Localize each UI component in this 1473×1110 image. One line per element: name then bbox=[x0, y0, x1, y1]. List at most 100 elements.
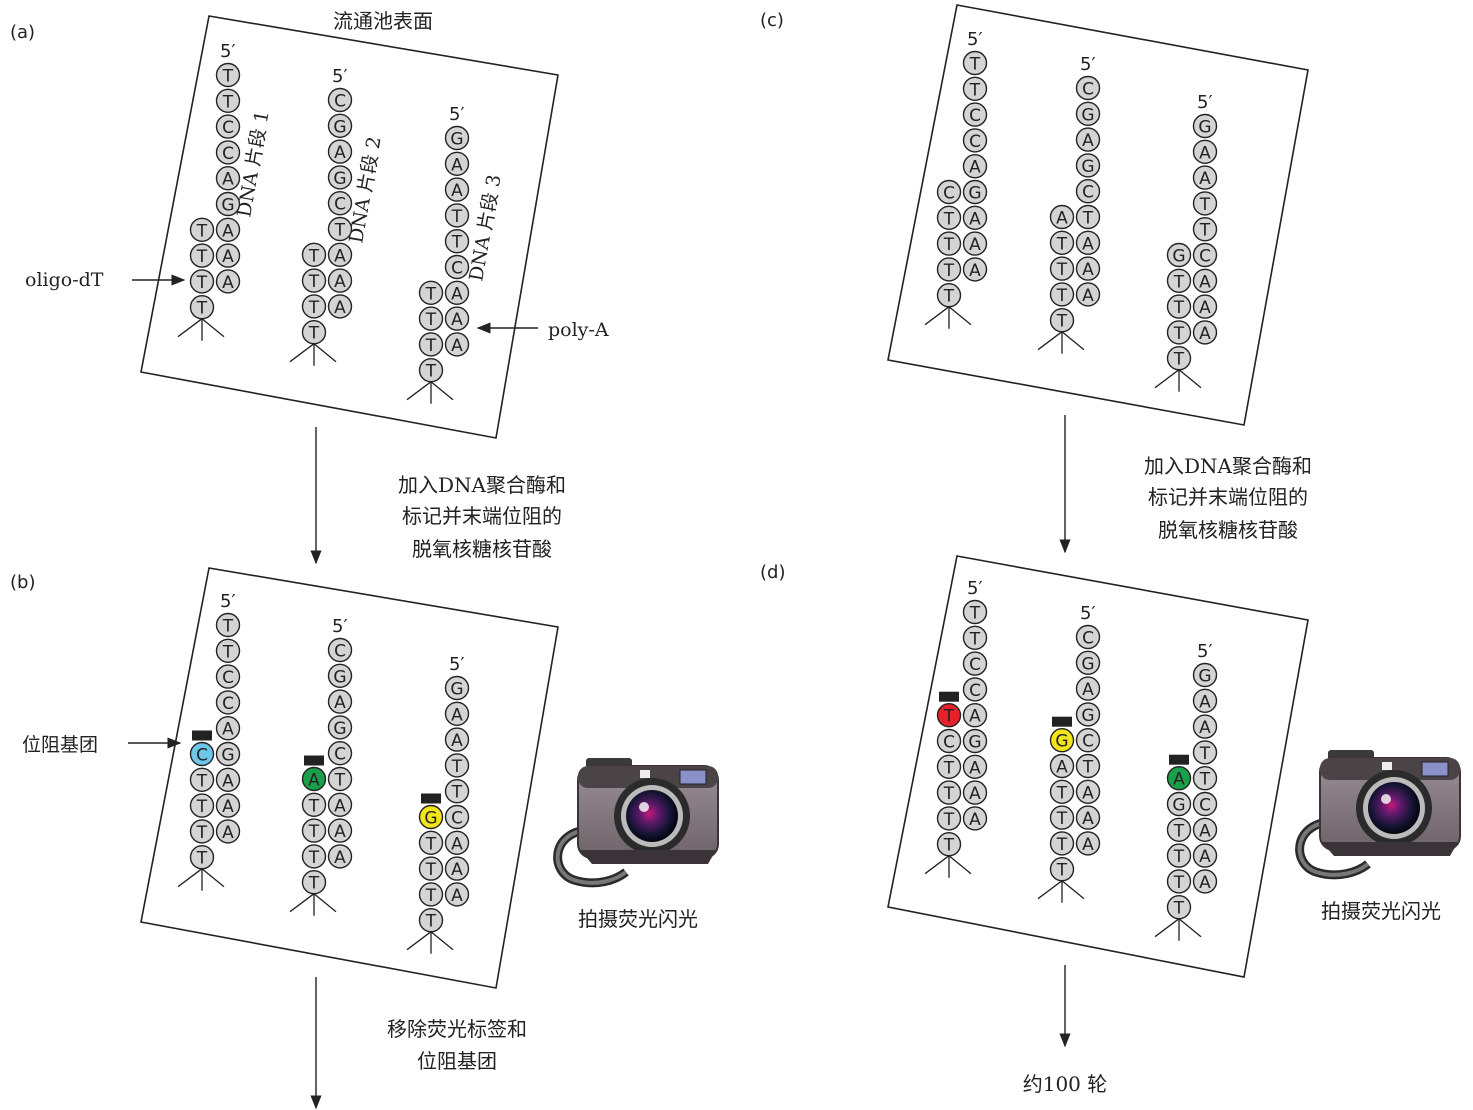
template-nucleotide-letter: A bbox=[222, 797, 234, 817]
template-nucleotide-letter: A bbox=[1082, 260, 1094, 280]
template-nucleotide-circle bbox=[215, 664, 241, 689]
template-nucleotide-circle bbox=[1075, 779, 1101, 804]
added-nucleotide-circle bbox=[936, 703, 962, 728]
template-nucleotide-circle bbox=[962, 153, 988, 179]
template-nucleotide-letter: C bbox=[1082, 183, 1094, 203]
template-nucleotide-circle bbox=[327, 190, 353, 216]
complement-nucleotide-circle bbox=[936, 806, 962, 831]
template-nucleotide-circle bbox=[1192, 242, 1218, 268]
template-nucleotide-letter: A bbox=[1082, 835, 1094, 855]
template-nucleotide-letter: C bbox=[222, 668, 234, 688]
surface-anchor bbox=[924, 855, 972, 878]
template-nucleotide-letter: G bbox=[333, 719, 346, 739]
five-prime-label: 5′ bbox=[1080, 54, 1096, 75]
template-nucleotide-letter: A bbox=[222, 273, 234, 293]
template-nucleotide-letter: C bbox=[334, 642, 346, 662]
added-nucleotide-circle bbox=[1166, 766, 1192, 791]
panel-c-label: (c) bbox=[760, 10, 784, 31]
complement-nucleotide-circle bbox=[418, 332, 444, 357]
template-nucleotide-circle bbox=[215, 741, 241, 767]
template-nucleotide-circle bbox=[1075, 101, 1101, 127]
template-nucleotide-letter: G bbox=[450, 130, 463, 150]
complement-nucleotide-letter: T bbox=[308, 298, 320, 318]
complement-nucleotide-letter: T bbox=[1056, 835, 1068, 855]
complement-nucleotide-letter: T bbox=[196, 823, 208, 843]
template-nucleotide-circle bbox=[444, 254, 470, 280]
template-nucleotide-letter: C bbox=[969, 655, 981, 675]
step-text-cd-line1: 加入DNA聚合酶和 bbox=[1144, 454, 1312, 478]
panel-b-label: (b) bbox=[10, 572, 35, 593]
template-nucleotide-letter: C bbox=[1199, 796, 1211, 816]
template-nucleotide-circle bbox=[327, 294, 353, 319]
template-nucleotide-circle bbox=[1192, 766, 1218, 791]
template-nucleotide-circle bbox=[327, 663, 353, 688]
template-nucleotide-letter: A bbox=[334, 822, 346, 842]
step-text-ab-line3: 脱氧核糖核苷酸 bbox=[412, 537, 552, 561]
added-nucleotide-letter: A bbox=[308, 771, 320, 791]
template-nucleotide-circle bbox=[444, 203, 470, 228]
complement-nucleotide-letter: T bbox=[943, 209, 955, 229]
template-nucleotide-letter: A bbox=[451, 155, 463, 175]
surface-anchor bbox=[289, 343, 337, 366]
surface-anchor bbox=[1154, 918, 1202, 941]
five-prime-label: 5′ bbox=[1197, 92, 1213, 113]
complement-nucleotide-letter: T bbox=[943, 758, 955, 778]
template-nucleotide-circle bbox=[1075, 282, 1101, 307]
surface-anchor bbox=[406, 381, 454, 404]
added-nucleotide-letter: G bbox=[1055, 732, 1068, 752]
complement-nucleotide-circle bbox=[936, 179, 962, 205]
complement-nucleotide-circle bbox=[418, 830, 444, 855]
complement-nucleotide-letter: T bbox=[425, 912, 437, 932]
blocking-group bbox=[1169, 754, 1189, 765]
complement-nucleotide-circle bbox=[301, 294, 327, 319]
template-nucleotide-circle bbox=[1192, 740, 1218, 765]
template-nucleotide-letter: A bbox=[969, 758, 981, 778]
blocking-group bbox=[304, 755, 324, 766]
surface-anchor bbox=[1037, 331, 1085, 354]
template-nucleotide-circle bbox=[215, 612, 241, 638]
template-nucleotide-letter: C bbox=[1082, 732, 1094, 752]
template-nucleotide-letter: C bbox=[969, 106, 981, 126]
step-text-cd: 加入DNA聚合酶和 标记并末端位阻的 脱氧核糖核苷酸 bbox=[1144, 454, 1312, 542]
complement-nucleotide-circle bbox=[301, 844, 327, 869]
template-nucleotide-circle bbox=[444, 332, 470, 357]
complement-nucleotide-letter: T bbox=[308, 324, 320, 344]
template-nucleotide-circle bbox=[1075, 805, 1101, 830]
complement-nucleotide-circle bbox=[1049, 256, 1075, 281]
complement-nucleotide-letter: T bbox=[943, 810, 955, 830]
complement-nucleotide-circle bbox=[189, 793, 215, 818]
complement-nucleotide-circle bbox=[418, 856, 444, 881]
template-nucleotide-letter: G bbox=[333, 169, 346, 189]
template-nucleotide-letter: A bbox=[222, 170, 234, 190]
template-nucleotide-letter: T bbox=[451, 757, 463, 777]
template-nucleotide-letter: T bbox=[1199, 221, 1211, 241]
template-nucleotide-letter: A bbox=[222, 771, 234, 791]
template-nucleotide-letter: G bbox=[1081, 654, 1094, 674]
complement-nucleotide-letter: G bbox=[1172, 247, 1185, 267]
template-nucleotide-circle bbox=[962, 599, 988, 625]
template-nucleotide-letter: C bbox=[222, 144, 234, 164]
surface-anchor bbox=[1037, 880, 1085, 903]
flow-cell-frame-b bbox=[140, 567, 559, 989]
template-nucleotide-circle bbox=[1192, 139, 1218, 165]
template-nucleotide-letter: C bbox=[969, 681, 981, 701]
template-nucleotide-letter: A bbox=[334, 848, 346, 868]
step-text-ab-line2: 标记并末端位阻的 bbox=[402, 504, 562, 528]
surface-anchor bbox=[177, 318, 225, 341]
template-nucleotide-letter: A bbox=[1082, 809, 1094, 829]
template-nucleotide-letter: T bbox=[969, 55, 981, 75]
template-nucleotide-letter: G bbox=[1081, 157, 1094, 177]
complement-nucleotide-letter: T bbox=[1173, 899, 1185, 919]
step-text-d-next: 约100 轮 bbox=[1023, 1072, 1108, 1096]
template-nucleotide-circle bbox=[1192, 714, 1218, 739]
template-nucleotide-circle bbox=[962, 50, 988, 76]
complement-nucleotide-letter: T bbox=[308, 874, 320, 894]
five-prime-label: 5′ bbox=[1197, 641, 1213, 662]
template-nucleotide-circle bbox=[215, 217, 241, 243]
template-nucleotide-letter: A bbox=[969, 209, 981, 229]
template-nucleotide-circle bbox=[444, 675, 470, 701]
five-prime-label: 5′ bbox=[220, 591, 236, 612]
template-nucleotide-circle bbox=[327, 165, 353, 190]
template-nucleotide-circle bbox=[1075, 676, 1101, 701]
